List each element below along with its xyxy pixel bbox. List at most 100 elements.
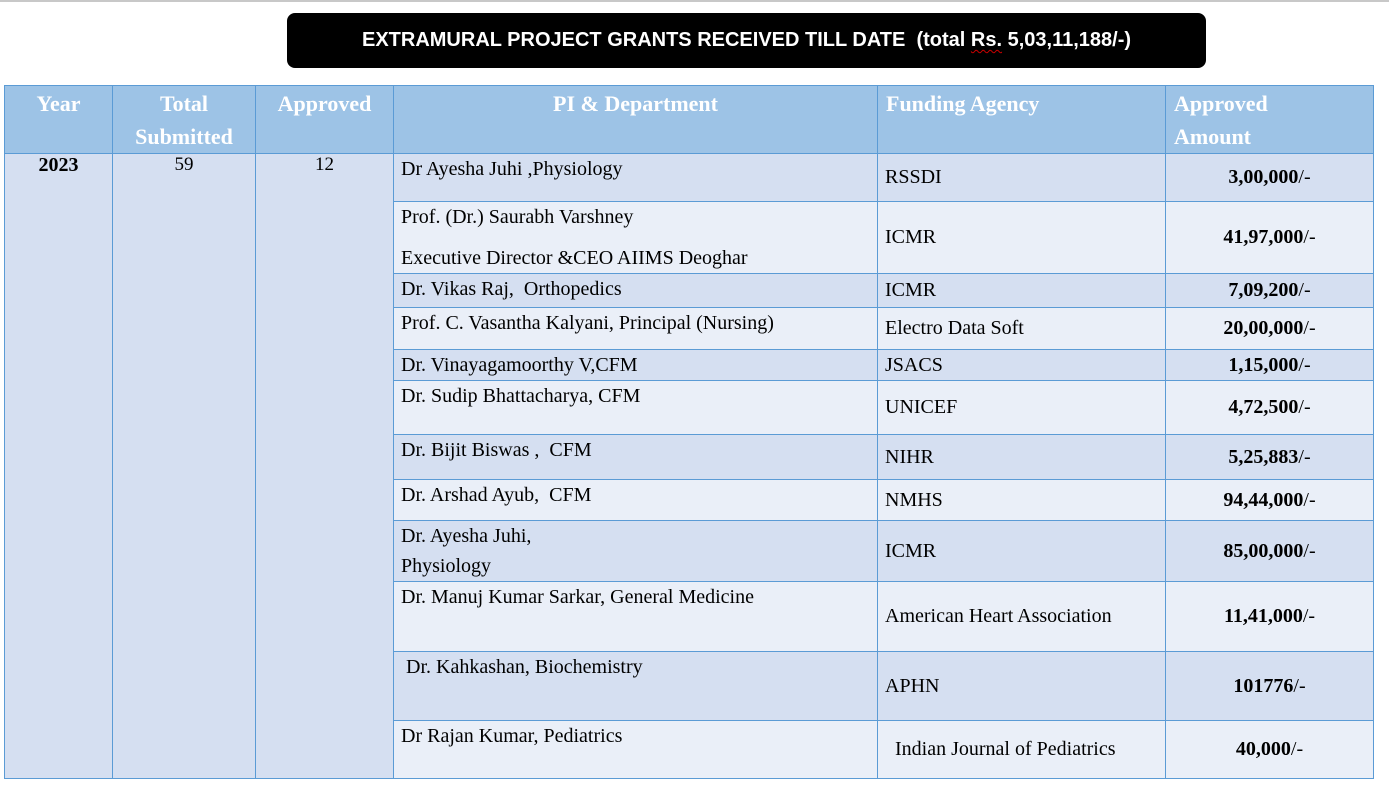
funding-agency-cell: NIHR: [877, 434, 1166, 480]
funding-agency-cell: RSSDI: [877, 153, 1166, 202]
pi-line: Dr. Sudip Bhattacharya, CFM: [401, 385, 641, 407]
pi-department-cell: Dr. Vinayagamoorthy V,CFM: [393, 349, 878, 381]
approved-amount-cell: 7,09,200/-: [1165, 273, 1374, 308]
amount-value: 1,15,000: [1228, 353, 1299, 376]
amount-suffix: /-: [1303, 488, 1316, 511]
table-row: 2023 59 12 Dr Ayesha Juhi ,Physiology RSSDI 3…: [4, 153, 1374, 779]
pi-department-cell: Dr. Ayesha Juhi, Physiology: [393, 520, 878, 582]
amount-suffix: /-: [1303, 226, 1316, 248]
amount-value: 41,97,000: [1223, 226, 1304, 248]
banner-rs: Rs.: [970, 29, 1003, 51]
pi-line: Dr Ayesha Juhi ,Physiology: [401, 158, 623, 180]
amount-suffix: /-: [1290, 738, 1304, 760]
pi-department-cell: Dr. Sudip Bhattacharya, CFM: [393, 380, 878, 435]
amount-suffix: /-: [1298, 396, 1311, 418]
amount-suffix: /-: [1298, 445, 1311, 468]
approved-amount-cell: 94,44,000/-: [1165, 479, 1374, 521]
year-cell: 2023: [4, 153, 113, 779]
pi-department-cell: Dr Ayesha Juhi ,Physiology: [393, 153, 878, 202]
table-row: Dr Rajan Kumar, Pediatrics Indian Journa…: [5, 720, 1374, 779]
pi-department-cell: Dr Rajan Kumar, Pediatrics: [393, 720, 878, 779]
amount-value: 4,72,500: [1228, 396, 1299, 418]
table-body: 2023 59 12 Dr Ayesha Juhi ,Physiology RSSDI 3…: [4, 153, 1374, 779]
table-row: Dr. Vikas Raj, Orthopedics ICMR 7,09,200/-: [5, 273, 1374, 308]
table-row: Dr. Arshad Ayub, CFM NMHS 94,44,000/-: [5, 479, 1374, 521]
pi-department-cell: Dr. Manuj Kumar Sarkar, General Medicine: [393, 581, 878, 652]
amount-suffix: /-: [1298, 353, 1311, 376]
pi-line: Dr. Ayesha Juhi,: [401, 525, 532, 547]
funding-agency-cell: American Heart Association: [877, 581, 1166, 652]
table-row: Dr. Manuj Kumar Sarkar, General Medicine…: [5, 581, 1374, 652]
top-rule: [0, 0, 1389, 2]
funding-agency-cell: ICMR: [877, 520, 1166, 582]
amount-value: 85,00,000: [1223, 539, 1304, 562]
approved-amount-cell: 3,00,000/-: [1165, 153, 1374, 202]
funding-agency-cell: UNICEF: [877, 380, 1166, 435]
amount-suffix: /-: [1303, 539, 1316, 562]
approved-amount-cell: 11,41,000/-: [1165, 581, 1374, 652]
approved-amount-cell: 85,00,000/-: [1165, 520, 1374, 582]
banner-suffix: 5,03,11,188/-): [1002, 29, 1132, 51]
amount-value: 3,00,000: [1228, 166, 1299, 188]
header-pi-department: PI & Department: [393, 85, 878, 154]
funding-agency-cell: JSACS: [877, 349, 1166, 381]
pi-line: Dr. Manuj Kumar Sarkar, General Medicine: [401, 586, 754, 608]
approved-amount-cell: 1,15,000/-: [1165, 349, 1374, 381]
banner-title: EXTRAMURAL PROJECT GRANTS RECEIVED TILL …: [362, 29, 1131, 52]
pi-department-cell: Dr. Vikas Raj, Orthopedics: [393, 273, 878, 308]
amount-value: 94,44,000: [1223, 488, 1304, 511]
amount-value: 20,00,000: [1223, 317, 1304, 339]
pi-line: Dr. Arshad Ayub, CFM: [401, 484, 592, 506]
amount-value: 7,09,200: [1228, 279, 1299, 301]
amount-value: 11,41,000: [1223, 605, 1303, 627]
pi-department-cell: Prof. C. Vasantha Kalyani, Principal (Nu…: [393, 307, 878, 350]
header-funding-agency: Funding Agency: [877, 85, 1166, 154]
header-row: Year Total Submitted Approved PI & Depart…: [4, 85, 1374, 154]
pi-department-cell: Dr. Bijit Biswas , CFM: [393, 434, 878, 480]
pi-line: Dr Rajan Kumar, Pediatrics: [401, 725, 623, 747]
amount-suffix: /-: [1293, 674, 1306, 697]
header-approved-amount: Approved Amount: [1165, 85, 1374, 154]
funding-agency-cell: NMHS: [877, 479, 1166, 521]
table-row: Prof. (Dr.) Saurabh Varshney Executive Di…: [5, 201, 1374, 274]
amount-suffix: /-: [1298, 279, 1311, 301]
approved-amount-cell: 41,97,000/-: [1165, 201, 1374, 274]
table-row: Dr. Sudip Bhattacharya, CFM UNICEF 4,72,50…: [5, 380, 1374, 435]
amount-value: 40,000: [1235, 738, 1291, 760]
pi-line: Prof. (Dr.) Saurabh Varshney: [401, 206, 634, 228]
approved-amount-cell: 101776/-: [1165, 651, 1374, 721]
pi-line: Executive Director &CEO AIIMS Deoghar: [401, 247, 748, 269]
table-row: Dr. Kahkashan, Biochemistry APHN 101776/-: [5, 651, 1374, 721]
approved-count-cell: 12: [255, 153, 394, 779]
pi-line: Dr. Vikas Raj, Orthopedics: [401, 278, 622, 300]
pi-line: Prof. C. Vasantha Kalyani, Principal (Nu…: [401, 312, 774, 334]
amount-suffix: /-: [1303, 317, 1316, 339]
amount-suffix: /-: [1298, 166, 1311, 188]
title-banner: EXTRAMURAL PROJECT GRANTS RECEIVED TILL …: [287, 13, 1206, 68]
pi-line: Physiology: [401, 555, 492, 577]
header-year: Year: [4, 85, 113, 154]
table-row: Dr. Vinayagamoorthy V,CFM JSACS 1,15,000/-: [5, 349, 1374, 381]
pi-department-cell: Dr. Kahkashan, Biochemistry: [393, 651, 878, 721]
table-row: Prof. C. Vasantha Kalyani, Principal (Nu…: [5, 307, 1374, 350]
total-submitted-cell: 59: [112, 153, 256, 779]
amount-value: 5,25,883: [1228, 445, 1299, 468]
header-total-submitted: Total Submitted: [112, 85, 256, 154]
approved-amount-cell: 20,00,000/-: [1165, 307, 1374, 350]
pi-department-cell: Prof. (Dr.) Saurabh Varshney Executive Di…: [393, 201, 878, 274]
funding-agency-cell: APHN: [877, 651, 1166, 721]
pi-line: Dr. Vinayagamoorthy V,CFM: [401, 354, 638, 376]
grants-table: Year Total Submitted Approved PI & Depart…: [4, 85, 1374, 779]
approved-amount-cell: 4,72,500/-: [1165, 380, 1374, 435]
funding-agency-cell: Indian Journal of Pediatrics: [877, 720, 1166, 779]
pi-line: Dr. Kahkashan, Biochemistry: [401, 656, 643, 678]
banner-prefix: EXTRAMURAL PROJECT GRANTS RECEIVED TILL …: [361, 29, 971, 51]
amount-suffix: /-: [1302, 605, 1316, 627]
approved-amount-cell: 40,000/-: [1165, 720, 1374, 779]
funding-agency-cell: ICMR: [877, 273, 1166, 308]
funding-agency-cell: Electro Data Soft: [877, 307, 1166, 350]
pi-department-cell: Dr. Arshad Ayub, CFM: [393, 479, 878, 521]
table-row: Dr. Bijit Biswas , CFM NIHR 5,25,883/-: [5, 434, 1374, 480]
pi-line: Dr. Bijit Biswas , CFM: [401, 439, 592, 461]
funding-agency-cell: ICMR: [877, 201, 1166, 274]
